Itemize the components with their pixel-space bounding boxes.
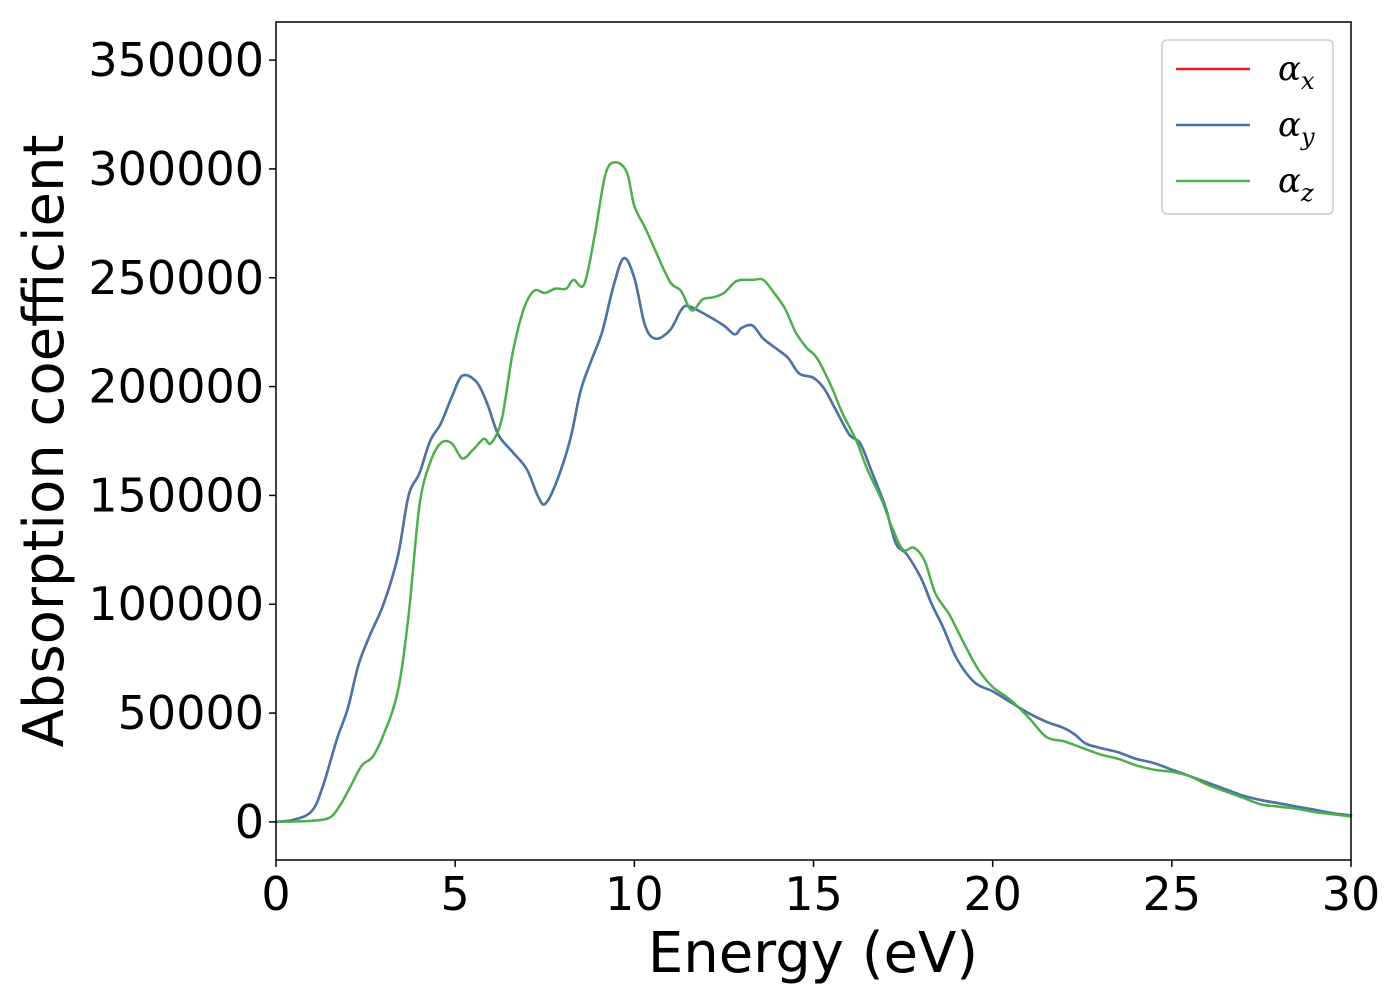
x-tick-label: 30 <box>1322 867 1381 921</box>
legend-label-y: αy <box>1278 105 1315 151</box>
y-tick-label: 150000 <box>88 468 264 522</box>
y-tick-label: 300000 <box>88 142 264 196</box>
y-tick-label: 100000 <box>88 577 264 631</box>
x-tick-label: 20 <box>963 867 1022 921</box>
x-tick-label: 0 <box>261 867 290 921</box>
x-tick-label: 10 <box>605 867 664 921</box>
y-tick-label: 50000 <box>118 686 264 740</box>
y-axis-label: Absorption coefficient <box>12 135 77 748</box>
series-group <box>274 161 1353 824</box>
series-line-z <box>274 161 1353 824</box>
x-axis-ticks: 0 5 10 15 20 25 30 <box>261 860 1380 921</box>
y-tick-label: 200000 <box>88 360 264 414</box>
x-axis-label: Energy (eV) <box>648 921 978 986</box>
x-tick-label: 25 <box>1143 867 1202 921</box>
y-tick-label: 0 <box>235 795 264 849</box>
series-line-x <box>274 256 1353 824</box>
y-tick-label: 250000 <box>88 251 264 305</box>
legend-box <box>1161 39 1334 215</box>
x-tick-label: 5 <box>441 867 470 921</box>
y-axis-ticks: 0 50000 100000 150000 200000 250000 300000 3500… <box>88 33 276 849</box>
x-tick-label: 15 <box>784 867 843 921</box>
y-tick-label: 350000 <box>88 33 264 87</box>
legend-label-x: αx <box>1278 49 1315 95</box>
series-line-y <box>274 256 1353 824</box>
